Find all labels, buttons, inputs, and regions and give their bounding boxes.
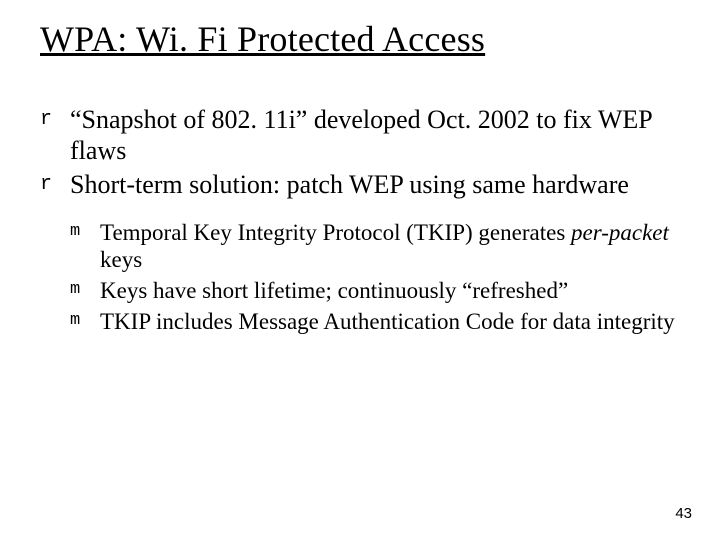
text-run: Temporal Key Integrity Protocol (TKIP) g… — [100, 220, 571, 245]
bullet-text: TKIP includes Message Authentication Cod… — [100, 309, 675, 334]
bullet-level2: m Temporal Key Integrity Protocol (TKIP) … — [70, 219, 680, 273]
bullet-marker-m: m — [70, 280, 80, 300]
bullet-marker-r: r — [40, 173, 52, 197]
text-run: Short-term solution: patch WEP using sam… — [70, 170, 629, 199]
slide: WPA: Wi. Fi Protected Access r “Snapshot … — [0, 0, 720, 540]
bullet-text: Keys have short lifetime; continuously “… — [100, 278, 568, 303]
text-run: Keys have short lifetime; continuously “… — [100, 278, 568, 303]
page-number: 43 — [675, 505, 692, 522]
bullet-level2: m TKIP includes Message Authentication Co… — [70, 308, 680, 335]
bullet-level1: r “Snapshot of 802. 11i” developed Oct. 2… — [40, 105, 680, 166]
slide-body: r “Snapshot of 802. 11i” developed Oct. 2… — [40, 105, 680, 340]
bullet-level1: r Short-term solution: patch WEP using sa… — [40, 170, 680, 201]
bullet-text: “Snapshot of 802. 11i” developed Oct. 20… — [70, 105, 652, 165]
text-run: TKIP includes Message Authentication Cod… — [100, 309, 675, 334]
bullet-marker-m: m — [70, 311, 80, 331]
text-run: keys — [100, 247, 142, 272]
text-run: “Snapshot of 802. 11i” developed Oct. 20… — [70, 105, 652, 165]
slide-title: WPA: Wi. Fi Protected Access — [40, 18, 485, 60]
bullet-list-level1: r “Snapshot of 802. 11i” developed Oct. 2… — [40, 105, 680, 336]
bullet-level2: m Keys have short lifetime; continuously … — [70, 277, 680, 304]
text-run: per-packet — [571, 220, 669, 245]
bullet-list-level2: m Temporal Key Integrity Protocol (TKIP) … — [40, 219, 680, 336]
bullet-marker-r: r — [40, 108, 52, 132]
bullet-text: Short-term solution: patch WEP using sam… — [70, 170, 629, 199]
bullet-text: Temporal Key Integrity Protocol (TKIP) g… — [100, 220, 669, 272]
bullet-marker-m: m — [70, 222, 80, 242]
